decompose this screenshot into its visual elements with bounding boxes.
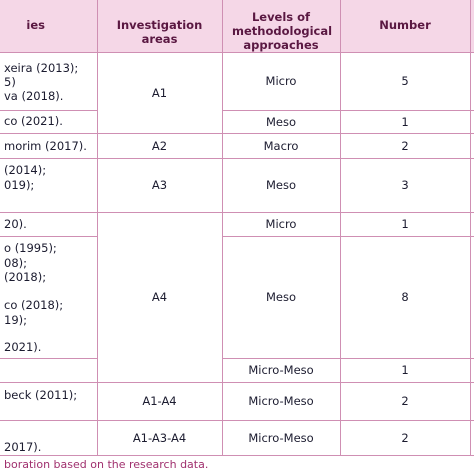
row-border bbox=[0, 52, 474, 53]
row-border bbox=[222, 358, 474, 359]
study-ref: co (2018); bbox=[4, 298, 64, 312]
level: Meso bbox=[265, 178, 297, 192]
level: Macro bbox=[263, 138, 299, 153]
number: 3 bbox=[401, 178, 409, 192]
area: A1-A4 bbox=[142, 394, 177, 408]
area: A3 bbox=[151, 178, 168, 192]
study-ref: (2014); bbox=[4, 163, 47, 177]
study-ref: 20). bbox=[4, 217, 27, 231]
col-border bbox=[470, 0, 471, 455]
level: Micro-Meso bbox=[248, 363, 314, 377]
study-ref: beck (2011); bbox=[4, 388, 78, 402]
col-border bbox=[340, 0, 341, 455]
header-cell: Number bbox=[379, 18, 431, 32]
level: Micro-Meso bbox=[248, 430, 314, 445]
level: Meso bbox=[265, 290, 297, 304]
row-border bbox=[0, 212, 474, 213]
study-ref: 5) bbox=[4, 75, 16, 89]
row-border bbox=[0, 382, 474, 383]
row-border bbox=[222, 236, 474, 237]
study-ref: 19); bbox=[4, 313, 27, 327]
study-ref: co (2021). bbox=[4, 114, 63, 128]
level: Micro bbox=[265, 74, 297, 88]
level: Meso bbox=[265, 114, 297, 129]
number: 2 bbox=[401, 138, 409, 153]
study-ref: 2017). bbox=[4, 440, 42, 454]
header-row bbox=[0, 0, 474, 52]
level: Micro bbox=[265, 217, 297, 231]
number: 1 bbox=[401, 363, 409, 377]
study-ref: 08); bbox=[4, 256, 27, 270]
area: A2 bbox=[151, 138, 168, 153]
number: 1 bbox=[401, 217, 409, 231]
header-cell: Levels of methodological approaches bbox=[232, 10, 333, 52]
footer-note: boration based on the research data. bbox=[4, 458, 209, 471]
area: A4 bbox=[151, 290, 168, 304]
number: 1 bbox=[401, 114, 409, 129]
number: 2 bbox=[401, 394, 409, 408]
study-ref: xeira (2013); bbox=[4, 61, 79, 75]
header-cell: Investigation areas bbox=[116, 18, 203, 46]
header-cell: ies bbox=[26, 18, 45, 32]
study-ref: 019); bbox=[4, 178, 35, 192]
col-border bbox=[222, 0, 223, 455]
number: 2 bbox=[401, 430, 409, 445]
number: 8 bbox=[401, 290, 409, 304]
row-border bbox=[222, 110, 474, 111]
row-border bbox=[0, 358, 97, 359]
level: Micro-Meso bbox=[248, 394, 314, 408]
row-border bbox=[0, 420, 474, 421]
area: A1 bbox=[151, 85, 168, 100]
study-ref: morim (2017). bbox=[4, 139, 87, 153]
study-ref: (2018); bbox=[4, 270, 47, 284]
row-border bbox=[0, 455, 474, 456]
row-border bbox=[0, 236, 97, 237]
area: A1-A3-A4 bbox=[132, 430, 187, 445]
row-border bbox=[0, 110, 97, 111]
study-ref: o (1995); bbox=[4, 241, 57, 255]
study-ref: 2021). bbox=[4, 340, 42, 354]
row-border bbox=[0, 133, 474, 134]
row-border bbox=[0, 158, 474, 159]
col-border bbox=[97, 0, 98, 455]
study-ref: va (2018). bbox=[4, 89, 64, 103]
number: 5 bbox=[401, 74, 409, 88]
